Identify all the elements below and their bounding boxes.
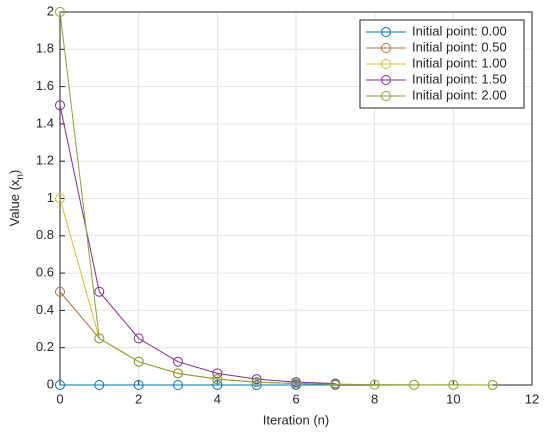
y-tick-label: 1.2 [36,153,54,168]
data-point [55,380,65,390]
data-point [487,379,498,390]
y-axis-label: Value (xn) [7,170,25,227]
series-line [59,11,493,386]
y-tick-label: 0.8 [36,227,54,242]
x-tick-label: 12 [525,391,539,406]
data-point [212,374,223,385]
legend-marker [381,43,391,53]
data-point [55,100,65,111]
legend-label: Initial point: 0.00 [412,23,507,38]
legend-label: Initial point: 0.50 [412,39,507,54]
data-point [173,356,183,367]
data-point [55,193,65,204]
legend-label: Initial point: 1.50 [412,71,507,86]
y-tick-label: 2 [47,3,54,18]
x-tick-label: 2 [135,391,142,406]
data-point [55,7,65,17]
legend-marker [381,59,391,69]
x-tick-label: 10 [446,391,460,406]
y-tick-label: 1.6 [36,78,54,93]
y-tick-label: 1.8 [36,41,54,56]
data-point [133,380,144,390]
y-label-main: Value (x [7,179,22,226]
legend-marker [381,27,391,37]
x-tick-label: 0 [56,391,63,406]
data-point [212,368,223,379]
data-point [291,378,301,389]
x-tick-label: 6 [292,391,299,406]
x-tick-label: 4 [214,391,221,406]
data-point [251,374,262,385]
data-point [251,377,262,388]
x-axis-label: Iteration (n) [263,412,329,427]
data-point [251,380,262,390]
y-tick-label: 0 [47,376,54,391]
x-tick-label: 8 [371,391,378,406]
y-tick-label: 0.4 [36,302,54,317]
legend-label: Initial point: 1.00 [412,55,507,70]
series-line [59,105,336,385]
legend-marker [381,91,391,101]
data-point [448,379,459,390]
data-point [94,380,105,390]
data-point [133,356,144,367]
data-point [94,286,105,297]
legend-label: Initial point: 2.00 [412,87,507,102]
y-tick-label: 1.4 [36,115,54,130]
y-tick-label: 1 [47,190,54,205]
data-point [369,379,380,390]
data-point [173,368,183,379]
y-tick-label: 0.2 [36,339,54,354]
data-point [330,379,341,390]
data-point [55,286,65,297]
data-point [133,333,144,344]
data-point [94,333,105,344]
y-tick-label: 0.6 [36,265,54,280]
legend-marker [381,75,391,85]
y-label-sub: n [15,174,26,180]
data-point [212,380,223,390]
y-label-end: ) [7,170,22,174]
data-point [173,380,183,390]
data-point [409,379,419,390]
